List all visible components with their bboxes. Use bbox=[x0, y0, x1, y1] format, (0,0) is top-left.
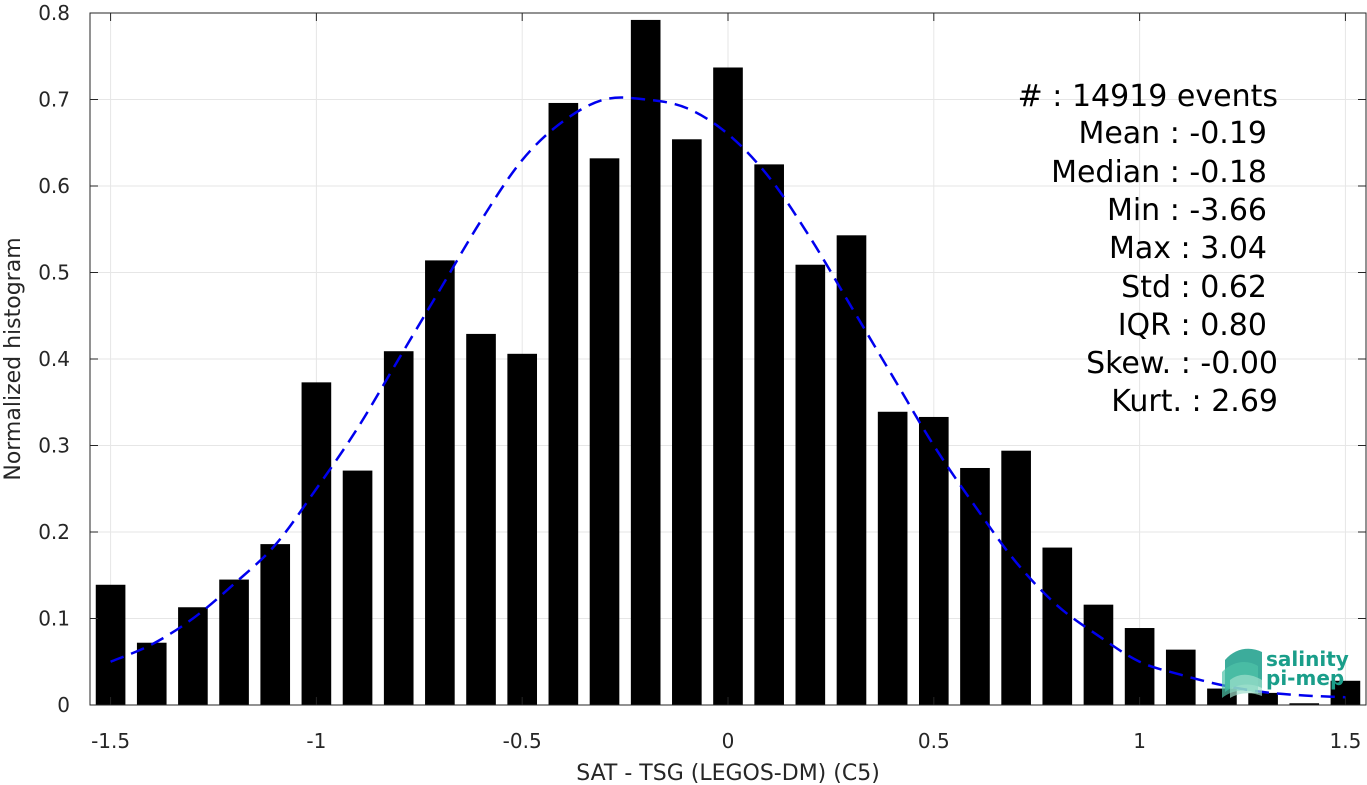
stats-events: # : 14919 events bbox=[1018, 79, 1278, 114]
histogram-bar bbox=[713, 67, 743, 706]
histogram-bar bbox=[589, 158, 620, 705]
x-tick-label: -1 bbox=[306, 729, 326, 753]
histogram-bar bbox=[1248, 692, 1278, 705]
histogram-bar bbox=[383, 351, 414, 705]
stats-kurt: Kurt. : 2.69 bbox=[1111, 384, 1278, 419]
histogram-bar bbox=[960, 467, 990, 705]
histogram-bar bbox=[1001, 450, 1031, 705]
y-tick-label: 0 bbox=[57, 693, 70, 717]
histogram-bar bbox=[548, 102, 579, 705]
x-axis-label: SAT - TSG (LEGOS-DM) (C5) bbox=[576, 761, 880, 785]
histogram-bar bbox=[1042, 547, 1073, 705]
x-tick-label: 1 bbox=[1133, 729, 1146, 753]
y-tick-label: 0.6 bbox=[38, 174, 70, 198]
y-tick-label: 0.8 bbox=[38, 1, 70, 25]
stats-min: Min : -3.66 bbox=[1107, 193, 1267, 228]
histogram-bars bbox=[95, 19, 1361, 706]
y-tick-label: 0.5 bbox=[38, 261, 70, 285]
y-tick-label: 0.3 bbox=[38, 434, 70, 458]
histogram-bar bbox=[1083, 604, 1114, 705]
y-axis-label: Normalized histogram bbox=[1, 237, 26, 480]
wave-logo-icon bbox=[1222, 648, 1262, 698]
histogram-bar bbox=[672, 139, 702, 706]
histogram-bar bbox=[219, 579, 249, 705]
y-tick-label: 0.2 bbox=[38, 520, 70, 544]
stats-iqr: IQR : 0.80 bbox=[1118, 308, 1267, 343]
histogram-bar bbox=[918, 416, 949, 705]
stats-median: Median : -0.18 bbox=[1051, 155, 1267, 190]
histogram-bar bbox=[754, 164, 784, 705]
histogram-bar bbox=[877, 411, 908, 705]
histogram-bar bbox=[425, 260, 455, 705]
stats-skew: Skew. : -0.00 bbox=[1086, 346, 1278, 381]
x-tick-label: 0 bbox=[722, 729, 735, 753]
y-tick-label: 0.4 bbox=[38, 347, 70, 371]
salinity-pimep-logo: salinity pi-mep bbox=[1222, 647, 1349, 698]
histogram-bar bbox=[630, 19, 661, 706]
x-tick-label: -0.5 bbox=[503, 729, 542, 753]
histogram-bar bbox=[95, 584, 126, 705]
histogram-bar bbox=[466, 333, 496, 705]
histogram-bar bbox=[1289, 703, 1320, 705]
histogram-bar bbox=[795, 264, 826, 705]
x-tick-label: 1.5 bbox=[1330, 729, 1362, 753]
x-tick-label: -1.5 bbox=[91, 729, 130, 753]
stats-panel: # : 14919 events Mean : -0.19 Median : -… bbox=[1018, 79, 1278, 419]
logo-line1: salinity bbox=[1266, 647, 1349, 671]
histogram-bar bbox=[836, 235, 867, 705]
stats-max: Max : 3.04 bbox=[1109, 231, 1267, 266]
histogram-bar bbox=[136, 642, 167, 705]
y-tick-label: 0.7 bbox=[38, 88, 70, 112]
histogram-bar bbox=[178, 607, 208, 705]
fit-curve bbox=[110, 96, 1346, 699]
histogram-bar bbox=[301, 382, 332, 705]
stats-mean: Mean : -0.19 bbox=[1078, 116, 1267, 151]
histogram-bar bbox=[507, 353, 538, 705]
x-axis-ticks: -1.5 -1 -0.5 0 0.5 1 1.5 bbox=[91, 13, 1361, 753]
y-axis-ticks: 0 0.1 0.2 0.3 0.4 0.5 0.6 0.7 0.8 bbox=[38, 1, 1366, 717]
stats-std: Std : 0.62 bbox=[1121, 270, 1267, 305]
histogram-bar bbox=[342, 470, 373, 705]
y-tick-label: 0.1 bbox=[38, 607, 70, 631]
logo-line2: pi-mep bbox=[1266, 666, 1344, 690]
histogram-bar bbox=[260, 544, 291, 705]
x-tick-label: 0.5 bbox=[918, 729, 950, 753]
